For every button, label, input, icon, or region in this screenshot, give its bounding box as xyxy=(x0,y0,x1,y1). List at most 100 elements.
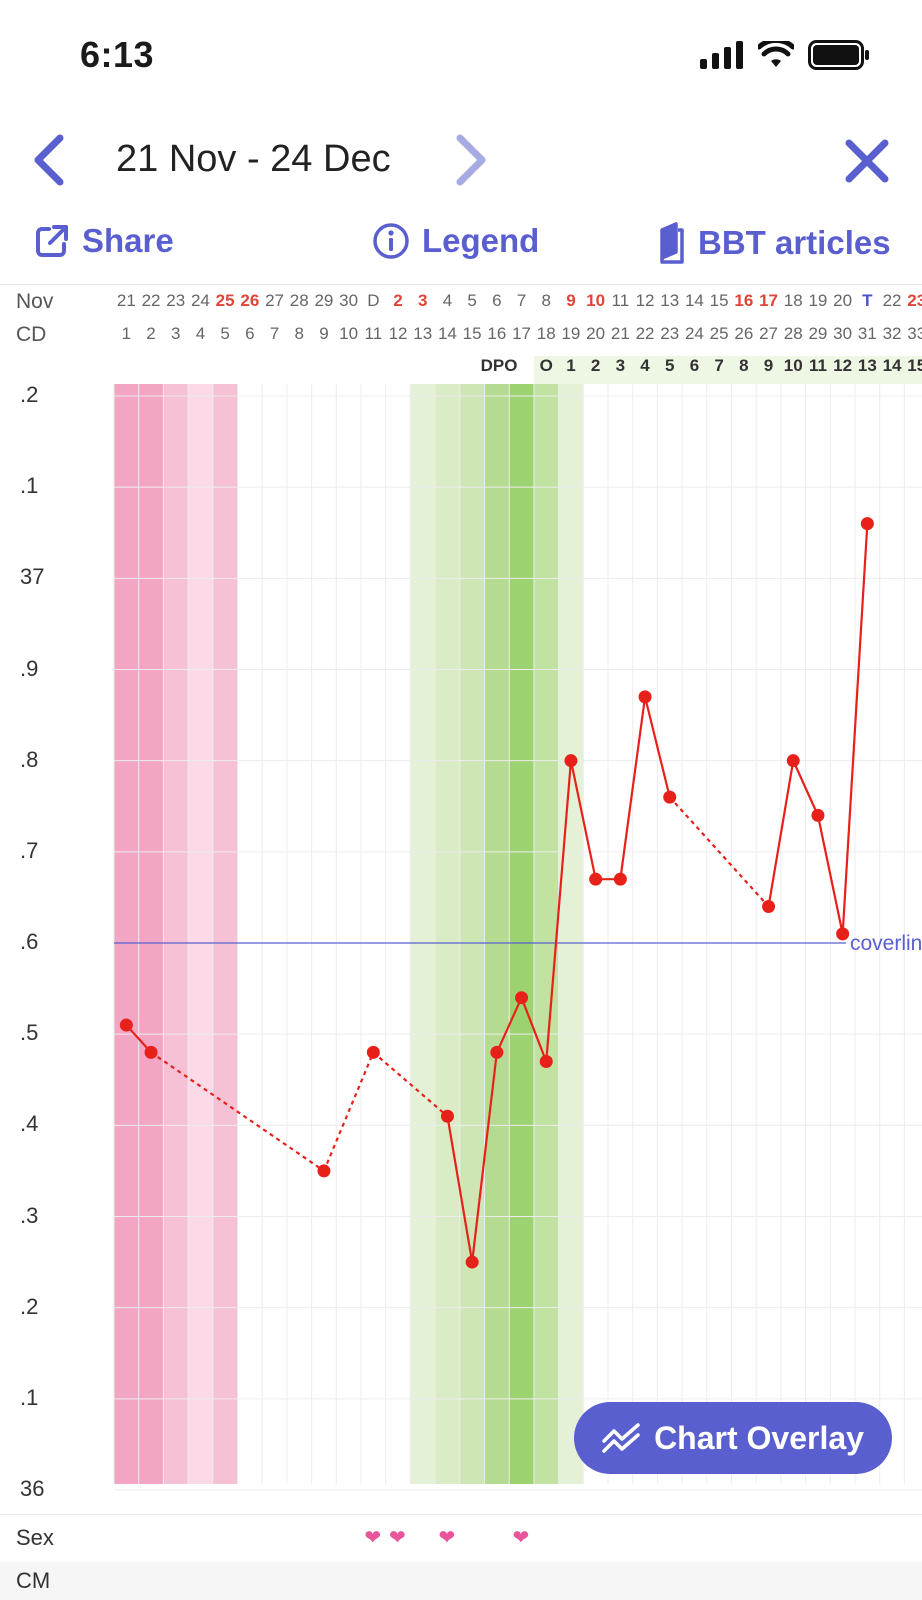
date-cell: 11 xyxy=(611,291,630,310)
y-axis-label: .9 xyxy=(20,655,39,681)
dpo-background xyxy=(533,356,922,384)
temperature-point xyxy=(613,872,627,886)
phase-band xyxy=(509,384,534,1484)
dpo-cell: 15 xyxy=(907,356,922,375)
date-cell: 15 xyxy=(709,291,729,310)
temperature-point xyxy=(638,690,652,704)
coverline-label: coverline xyxy=(850,932,922,955)
y-axis-label: .1 xyxy=(20,473,39,499)
temperature-line xyxy=(841,523,869,934)
cycle-day-cell: 10 xyxy=(339,324,359,343)
phase-band xyxy=(163,384,189,1484)
temperature-point xyxy=(786,754,800,768)
dpo-cell: 11 xyxy=(808,356,827,375)
bbt-chart[interactable]: coverline xyxy=(0,384,922,1514)
date-cell: 2 xyxy=(393,291,403,310)
temperature-point xyxy=(762,900,776,914)
date-cell: T xyxy=(862,291,873,310)
cycle-day-cell: 20 xyxy=(586,324,606,343)
date-cell: 18 xyxy=(783,291,803,310)
dpo-cell: 8 xyxy=(739,356,749,375)
y-axis-label: 36 xyxy=(20,1476,45,1501)
dpo-cell: 12 xyxy=(833,356,853,375)
y-axis-label: .2 xyxy=(20,382,39,407)
dpo-cell: 2 xyxy=(590,356,601,375)
cycle-day-cell: 17 xyxy=(512,324,531,343)
temperature-line-dashed xyxy=(322,1051,375,1172)
date-cell: 10 xyxy=(586,291,606,310)
date-cell: 16 xyxy=(734,291,754,310)
temperature-line xyxy=(792,760,819,816)
chevron-right-icon[interactable] xyxy=(450,134,490,186)
temperature-line-dashed xyxy=(668,796,770,908)
temperature-line xyxy=(471,1052,498,1263)
cm-row: CM xyxy=(0,1562,922,1600)
date-cell: 13 xyxy=(660,291,680,310)
header-divider xyxy=(0,284,922,285)
cycle-day-cell: 1 xyxy=(121,324,132,343)
sex-label: Sex xyxy=(16,1525,54,1550)
cycle-day-cell: 23 xyxy=(660,324,680,343)
cycle-day-cell: 18 xyxy=(536,324,556,343)
dpo-cell: 5 xyxy=(665,356,675,375)
temperature-point xyxy=(836,927,850,941)
chevron-left-icon[interactable] xyxy=(30,134,70,186)
y-axis-label: .1 xyxy=(20,1384,39,1410)
temperature-line xyxy=(520,997,548,1062)
temperature-line xyxy=(816,815,844,935)
phase-band xyxy=(410,384,436,1484)
temperature-line xyxy=(495,997,523,1053)
date-cell: 29 xyxy=(314,291,334,310)
date-cell: 3 xyxy=(418,291,428,310)
y-axis-label: 37 xyxy=(20,564,45,590)
temperature-point xyxy=(564,754,578,768)
heart-icon: ❤ xyxy=(438,1527,456,1549)
chart-overlay-button[interactable]: Chart Overlay xyxy=(574,1402,892,1474)
cycle-day-cell: 33 xyxy=(907,324,922,343)
external-link-icon xyxy=(36,225,68,257)
share-button[interactable]: Share xyxy=(34,222,174,260)
bbt-articles-label: BBT articles xyxy=(698,224,891,261)
y-axis-label: .2 xyxy=(20,1293,39,1319)
cycle-day-cell: 22 xyxy=(635,324,655,343)
phase-band xyxy=(212,384,238,1484)
legend-label: Legend xyxy=(422,222,540,259)
legend-button[interactable]: Legend xyxy=(372,222,539,260)
bbt-articles-button[interactable]: BBT articles xyxy=(658,222,891,264)
y-axis-label: .7 xyxy=(20,837,39,863)
date-cell: 6 xyxy=(492,291,502,310)
cycle-day-cell: 31 xyxy=(857,324,877,343)
phase-band xyxy=(558,384,584,1484)
book-icon xyxy=(660,222,684,264)
temperature-chart-svg: coverline xyxy=(113,384,922,1491)
dpo-cell: 9 xyxy=(763,356,774,375)
cycle-day-cell: 30 xyxy=(833,324,853,343)
y-axis-label: .3 xyxy=(20,1202,39,1228)
cycle-day-cell: 9 xyxy=(319,324,329,343)
date-range-title: 21 Nov - 24 Dec xyxy=(116,138,391,180)
date-cell: 27 xyxy=(265,291,284,310)
temperature-line xyxy=(643,696,671,798)
dpo-label: DPO xyxy=(480,356,518,375)
temperature-point xyxy=(663,790,677,804)
date-cell: D xyxy=(367,291,380,310)
dpo-cell: 14 xyxy=(882,356,902,375)
cycle-day-cell: 12 xyxy=(388,324,408,343)
temperature-line xyxy=(619,696,647,880)
close-icon[interactable] xyxy=(844,138,890,184)
date-cell: 19 xyxy=(808,291,828,310)
cycle-day-cell: 28 xyxy=(783,324,803,343)
cycle-day-cell: 29 xyxy=(808,324,828,343)
date-range-nav: 21 Nov - 24 Dec xyxy=(0,120,922,200)
overlay-chart-icon xyxy=(602,1423,640,1453)
status-time: 6:13 xyxy=(80,34,155,75)
date-cell: 23 xyxy=(166,291,186,310)
temperature-point xyxy=(515,991,529,1005)
heart-icon: ❤ xyxy=(364,1527,382,1549)
heart-icon: ❤ xyxy=(512,1527,530,1549)
cycle-day-cell: 7 xyxy=(269,324,280,343)
wifi-icon xyxy=(758,41,794,67)
status-bar: 6:13 xyxy=(0,0,922,110)
phase-band xyxy=(533,384,559,1484)
signal-icon xyxy=(700,41,743,69)
